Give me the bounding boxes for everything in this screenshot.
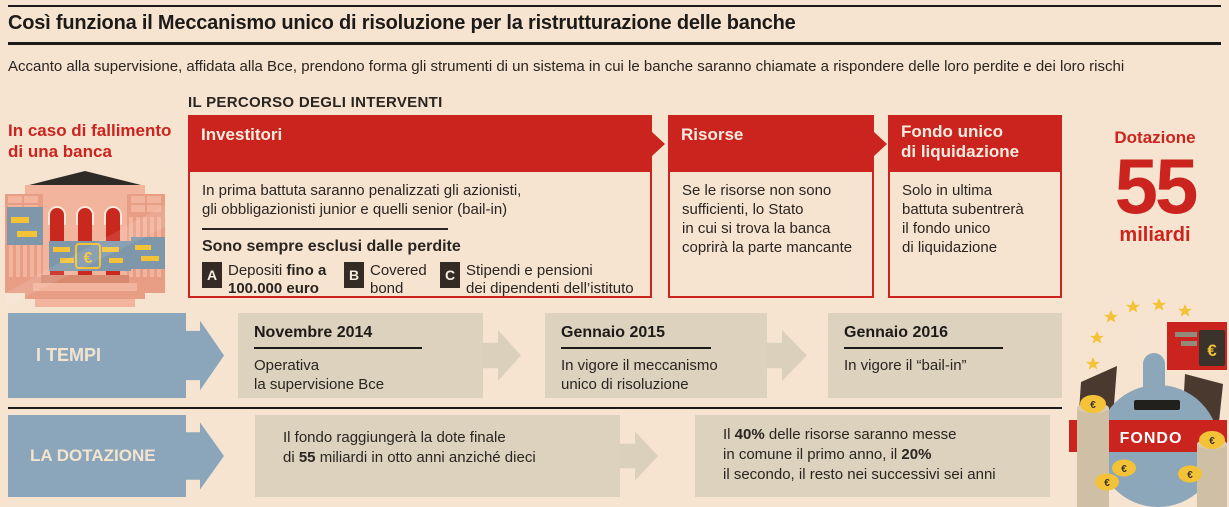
step-investitori-title: Investitori: [201, 125, 283, 144]
endowment-label-arrow: LA DOTAZIONE: [8, 415, 224, 497]
section-title: IL PERCORSO DEGLI INTERVENTI: [188, 94, 443, 111]
step-investitori-text: In prima battuta saranno penalizzati gli…: [202, 182, 522, 218]
dotazione-label: Dotazione: [1114, 128, 1196, 147]
exclusion-item-c: C Stipendi e pensioni dei dipendenti dell…: [440, 262, 634, 298]
bank-illustration: €: [5, 171, 165, 307]
timeline-label: I TEMPI: [36, 345, 102, 365]
cash-machine-icon: €: [1167, 322, 1227, 370]
row-separator-rule: [8, 407, 1062, 409]
piggy-bank-illustration: € FONDO € € € € €: [1069, 298, 1227, 507]
step-risorse-body: Se le risorse non sono sufficienti, lo S…: [668, 172, 874, 298]
milestone-date: Gennaio 2016: [844, 324, 1004, 349]
endowment-note-1: Il fondo raggiungerà la dote finale di 5…: [255, 415, 620, 497]
milestone-gen-2016: Gennaio 2016 In vigore il “bail-in”: [828, 313, 1062, 398]
euro-coin-icon: €: [1209, 436, 1215, 447]
bank-banner-left: [7, 207, 43, 245]
step-risorse-title: Risorse: [681, 125, 744, 144]
dotazione-badge: Dotazione 55 miliardi: [1085, 128, 1225, 247]
step-fondo-title-line1: Fondo unico: [901, 122, 1003, 141]
exclusion-item-b: B Covered bond: [344, 262, 440, 298]
top-rule: [8, 5, 1221, 7]
step-risorse-header: Risorse: [668, 115, 887, 172]
milestone-nov-2014: Novembre 2014 Operativa la supervisione …: [238, 313, 483, 398]
dotazione-unit: miliardi: [1119, 224, 1191, 246]
exclusions-list: A Depositi fino a 100.000 euro B Covered b…: [202, 262, 640, 298]
euro-coin-icon: €: [1104, 478, 1110, 489]
badge-b: B: [344, 262, 364, 288]
endowment-arrow-icon: [620, 431, 658, 481]
bank-steps: [25, 275, 145, 307]
milestone-gen-2015: Gennaio 2015 In vigore il meccanismo uni…: [545, 313, 767, 398]
coin-stack-right: €: [1197, 431, 1227, 507]
step-investitori-header: Investitori: [188, 115, 665, 172]
dotazione-value: 55: [1114, 142, 1199, 230]
loose-coins: € € €: [1095, 459, 1202, 491]
euro-coin-icon: €: [1090, 400, 1096, 411]
milestone-date: Novembre 2014: [254, 324, 422, 349]
endowment-note-2: Il 40% delle risorse saranno messe in co…: [695, 415, 1050, 497]
timeline-arrow-icon: [767, 330, 807, 381]
coin-slot-icon: [1134, 400, 1180, 410]
endowment-label: LA DOTAZIONE: [30, 446, 156, 465]
step-fondo-unico-body: Solo in ultima battuta subentrerà il fon…: [888, 172, 1062, 298]
bank-banner-right: [131, 237, 165, 269]
step-fondo-title-line2: di liquidazione: [901, 142, 1020, 161]
step-investitori: Investitori In prima battuta saranno pen…: [188, 115, 665, 298]
divider: [202, 228, 448, 230]
coin-stack-left: €: [1077, 395, 1109, 507]
bank-failure-line1: In caso di fallimento: [8, 121, 172, 140]
badge-a: A: [202, 262, 222, 288]
title-rule: [8, 42, 1221, 45]
step-risorse: Risorse Se le risorse non sono sufficien…: [668, 115, 887, 298]
euro-coin-icon: €: [1187, 470, 1193, 481]
fondo-label: FONDO: [1120, 430, 1183, 447]
bank-failure-line2: di una banca: [8, 142, 112, 161]
step-investitori-body: In prima battuta saranno penalizzati gli…: [188, 172, 652, 298]
bank-banner-center: €: [49, 241, 131, 271]
timeline-label-arrow: I TEMPI: [8, 313, 224, 398]
flow-arrow-icon: [874, 131, 887, 156]
timeline-arrow-icon: [483, 330, 521, 381]
badge-c: C: [440, 262, 460, 288]
step-fondo-unico: Fondo unico di liquidazione Solo in ulti…: [888, 115, 1062, 298]
exclusion-item-a: A Depositi fino a 100.000 euro: [202, 262, 344, 298]
bank-pediment-icon: [29, 171, 141, 185]
flow-arrow-icon: [652, 131, 665, 156]
subtitle: Accanto alla supervisione, affidata alla…: [8, 58, 1125, 75]
euro-symbol-icon: €: [84, 250, 93, 267]
exclusions-title: Sono sempre esclusi dalle perdite: [202, 238, 461, 255]
bank-failure-label: In caso di fallimento di una banca: [8, 120, 171, 162]
euro-coin-icon: €: [1121, 464, 1127, 475]
milestone-date: Gennaio 2015: [561, 324, 711, 349]
euro-symbol-icon: €: [1207, 341, 1217, 360]
page-title: Così funziona il Meccanismo unico di ris…: [8, 12, 796, 34]
step-fondo-unico-header: Fondo unico di liquidazione: [888, 115, 1062, 172]
